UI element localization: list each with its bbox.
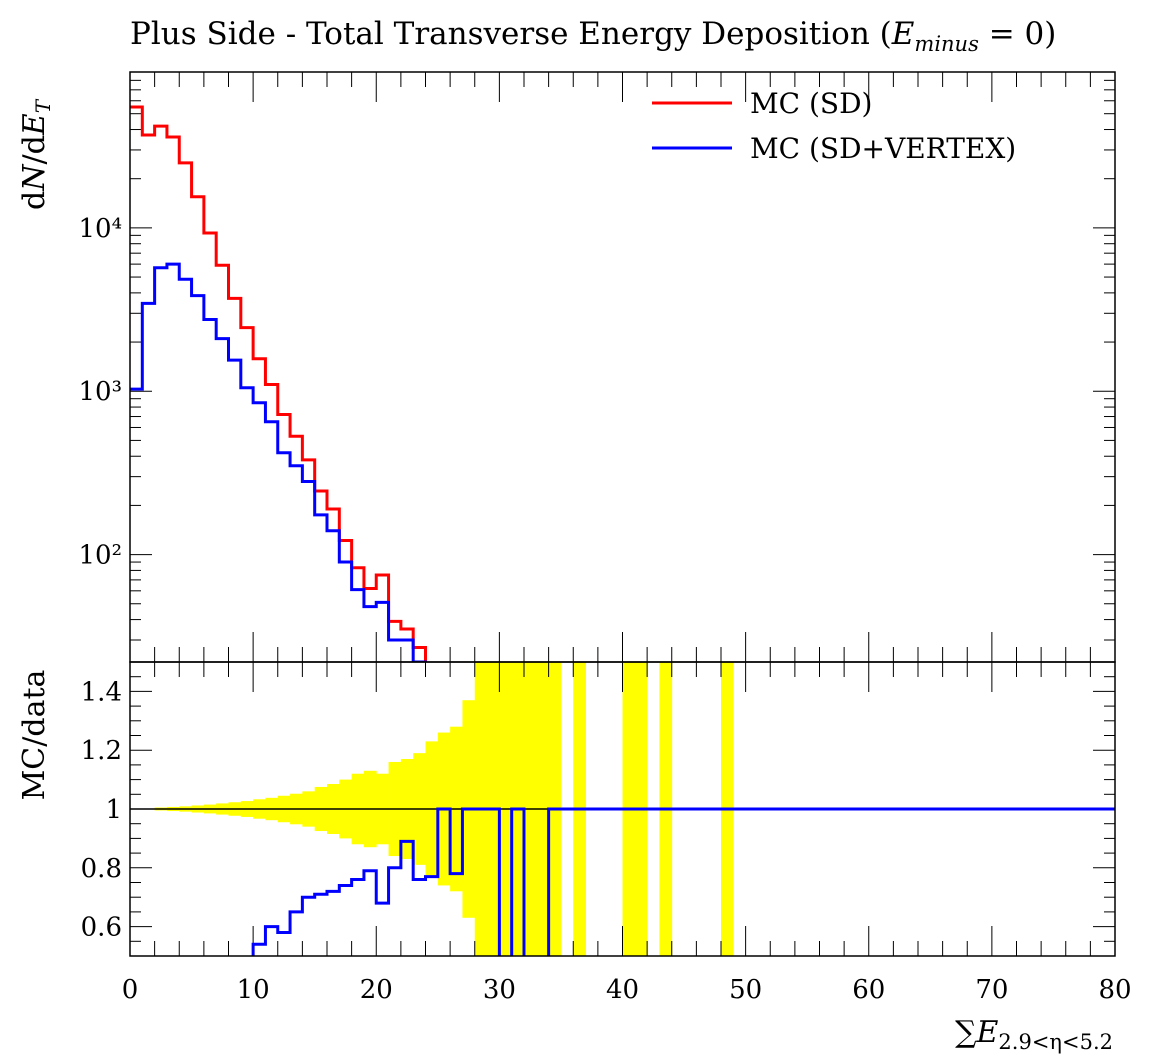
y-tick-label: 10² [78,541,122,571]
legend-label-mc-sd-vertex: MC (SD+VERTEX) [750,132,1016,165]
ratio-axis-ticks [129,661,1116,957]
chart-title: Plus Side - Total Transverse Energy Depo… [130,16,1056,56]
x-tick-label: 80 [1098,975,1131,1005]
series-mc-sd [130,105,427,662]
x-tick-label: 10 [237,975,270,1005]
x-tick-labels: 0 10 20 30 40 50 60 70 80 [122,975,1132,1005]
x-axis-label: ∑E2.9<η<5.2 [955,1015,1113,1054]
legend-label-mc-sd: MC (SD) [750,87,872,120]
y-tick-label: 10³ [78,377,122,407]
x-tick-label: 50 [729,975,762,1005]
y-tick-label: 1 [105,795,122,825]
main-axis-ticks [129,71,1116,662]
x-tick-label: 0 [122,975,139,1005]
x-tick-label: 70 [975,975,1008,1005]
ratio-series-group [251,807,1115,956]
y-tick-label: 1.2 [81,736,122,766]
x-tick-label: 60 [852,975,885,1005]
y-tick-label: 0.6 [81,913,122,943]
ratio-y-axis-label: MC/data [17,669,52,800]
legend: MC (SD) MC (SD+VERTEX) [652,87,1016,165]
series-mc-sd-vertex [130,262,427,662]
x-tick-label: 20 [360,975,393,1005]
y-tick-label: 0.8 [81,854,122,884]
x-tick-label: 30 [483,975,516,1005]
ratio-plot-frame [129,661,1116,957]
ratio-series-mc-sd-vertex [251,807,1115,956]
ratio-y-tick-labels: 0.6 0.8 1 1.2 1.4 [81,677,122,942]
main-y-axis-label: dN/dET [17,98,55,210]
main-series-group [130,105,427,662]
y-tick-label: 10⁴ [78,214,122,244]
main-y-tick-labels: 10² 10³ 10⁴ [78,214,122,571]
y-tick-label: 1.4 [81,677,122,707]
x-tick-label: 40 [606,975,639,1005]
